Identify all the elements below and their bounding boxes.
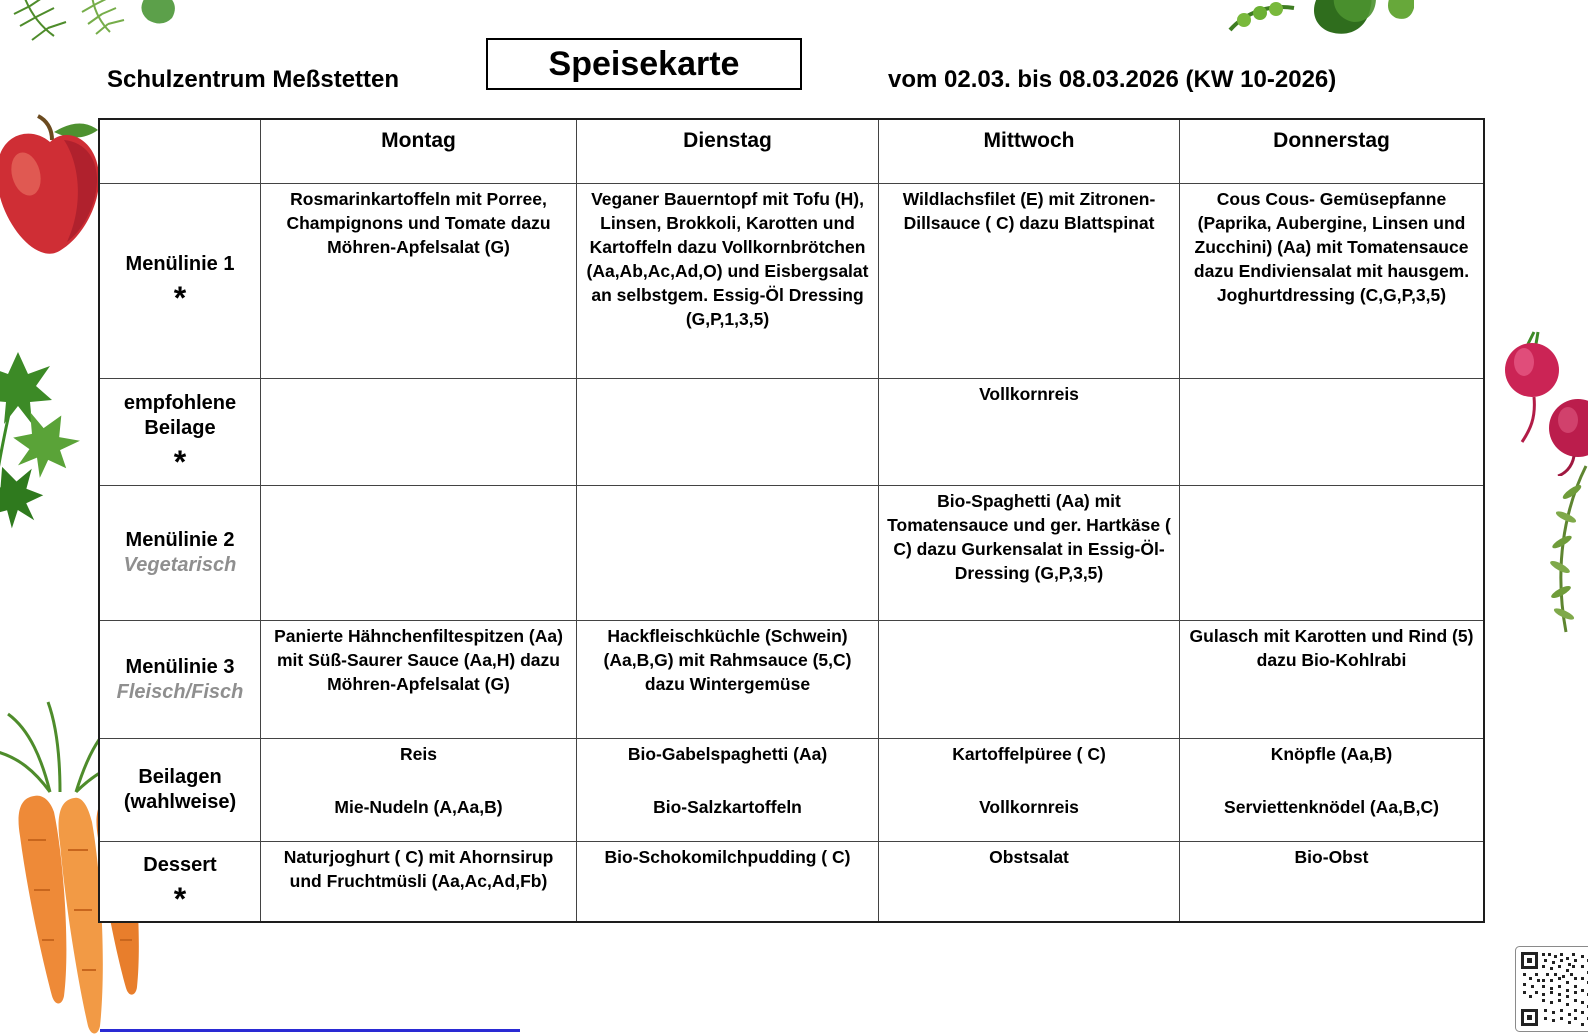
row-label-beilagen: Beilagen (wahlweise): [100, 739, 261, 842]
cell-menulinie2-donnerstag: [1180, 486, 1483, 621]
row-label-text: Menülinie 1: [125, 253, 235, 275]
parsley-icon: [0, 352, 88, 535]
peas-and-greens-icon: [1228, 0, 1414, 34]
row-sublabel-vegetarisch: Vegetarisch: [123, 554, 237, 576]
cell-menulinie3-dienstag: Hackfleischküchle (Schwein) (Aa,B,G) mit…: [577, 621, 879, 739]
asterisk: *: [173, 880, 187, 917]
cell-beilagen-donnerstag: Knöpfle (Aa,B) Serviettenknödel (Aa,B,C): [1180, 739, 1483, 842]
cell-menulinie2-mittwoch: Bio-Spaghetti (Aa) mit Tomatensauce und …: [879, 486, 1180, 621]
date-range: vom 02.03. bis 08.03.2026 (KW 10-2026): [888, 66, 1337, 93]
beilage-item: Vollkornreis: [979, 797, 1079, 817]
cell-dessert-mittwoch: Obstsalat: [879, 842, 1180, 921]
menu-table: Montag Dienstag Mittwoch Donnerstag Menü…: [98, 118, 1485, 923]
row-label-empfohlene-beilage: empfohlene Beilage *: [100, 379, 261, 486]
dill-sprigs-icon: [13, 0, 175, 41]
page-title: Speisekarte: [486, 38, 802, 90]
row-label-text: empfohlene Beilage: [123, 391, 237, 439]
qr-code: [1515, 946, 1588, 1032]
row-label-text: Beilagen (wahlweise): [123, 766, 237, 813]
cell-menulinie1-mittwoch: Wildlachsfilet (E) mit Zitronen-Dillsauc…: [879, 184, 1180, 379]
beilage-item: Bio-Salzkartoffeln: [653, 797, 802, 817]
cell-beilagen-dienstag: Bio-Gabelspaghetti (Aa) Bio-Salzkartoffe…: [577, 739, 879, 842]
cell-beilagen-montag: Reis Mie-Nudeln (A,Aa,B): [261, 739, 577, 842]
radishes-icon: [1505, 331, 1588, 476]
blue-line: [100, 1029, 520, 1032]
school-name: Schulzentrum Meßstetten: [107, 66, 400, 93]
asterisk: *: [173, 443, 187, 480]
beilage-item: Reis: [400, 744, 437, 764]
row-label-text: Dessert: [143, 853, 217, 876]
apple-icon: [0, 114, 100, 254]
cell-empf-beilage-dienstag: [577, 379, 879, 486]
day-header-donnerstag: Donnerstag: [1180, 120, 1483, 184]
cell-menulinie2-montag: [261, 486, 577, 621]
row-sublabel-fleisch-fisch: Fleisch/Fisch: [116, 680, 244, 703]
row-label-menulinie-2: Menülinie 2 Vegetarisch: [100, 486, 261, 621]
corner-cell: [100, 120, 261, 184]
herb-sprig-icon: [1550, 465, 1588, 633]
asterisk: *: [173, 280, 187, 316]
cell-menulinie3-mittwoch: [879, 621, 1180, 739]
cell-empf-beilage-mittwoch: Vollkornreis: [879, 379, 1180, 486]
day-header-dienstag: Dienstag: [577, 120, 879, 184]
row-label-menulinie-3: Menülinie 3 Fleisch/Fisch: [100, 621, 261, 739]
cell-menulinie2-dienstag: [577, 486, 879, 621]
cell-menulinie3-montag: Panierte Hähnchenfiltespitzen (Aa) mit S…: [261, 621, 577, 739]
row-label-menulinie-1: Menülinie 1 *: [100, 184, 261, 379]
cell-empf-beilage-donnerstag: [1180, 379, 1483, 486]
beilage-item: Mie-Nudeln (A,Aa,B): [334, 797, 503, 817]
day-header-montag: Montag: [261, 120, 577, 184]
cell-dessert-donnerstag: Bio-Obst: [1294, 847, 1369, 867]
cell-dessert-montag: Naturjoghurt ( C) mit Ahornsirup und Fru…: [261, 842, 577, 921]
cell-menulinie3-donnerstag: Gulasch mit Karotten und Rind (5) dazu B…: [1180, 621, 1483, 739]
cell-menulinie1-montag: Rosmarinkartoffeln mit Porree, Champigno…: [261, 184, 577, 379]
row-label-dessert: Dessert *: [100, 842, 261, 921]
row-label-text: Menülinie 3: [125, 655, 235, 678]
cell-beilagen-mittwoch: Kartoffelpüree ( C) Vollkornreis: [879, 739, 1180, 842]
cell-menulinie1-dienstag: Veganer Bauerntopf mit Tofu (H), Linsen,…: [577, 184, 879, 379]
row-label-text: Menülinie 2: [125, 529, 235, 551]
cell-dessert-dienstag: Bio-Schokomilchpudding ( C): [577, 842, 879, 921]
cell-empf-beilage-montag: [261, 379, 577, 486]
cell-menulinie1-donnerstag: Cous Cous- Gemüsepfanne (Paprika, Auberg…: [1180, 184, 1483, 379]
beilage-item: Bio-Gabelspaghetti (Aa): [627, 744, 828, 764]
day-header-mittwoch: Mittwoch: [879, 120, 1180, 184]
beilage-item: Kartoffelpüree ( C): [952, 744, 1106, 764]
beilage-item: Knöpfle (Aa,B): [1270, 744, 1393, 764]
beilage-item: Serviettenknödel (Aa,B,C): [1224, 797, 1439, 817]
